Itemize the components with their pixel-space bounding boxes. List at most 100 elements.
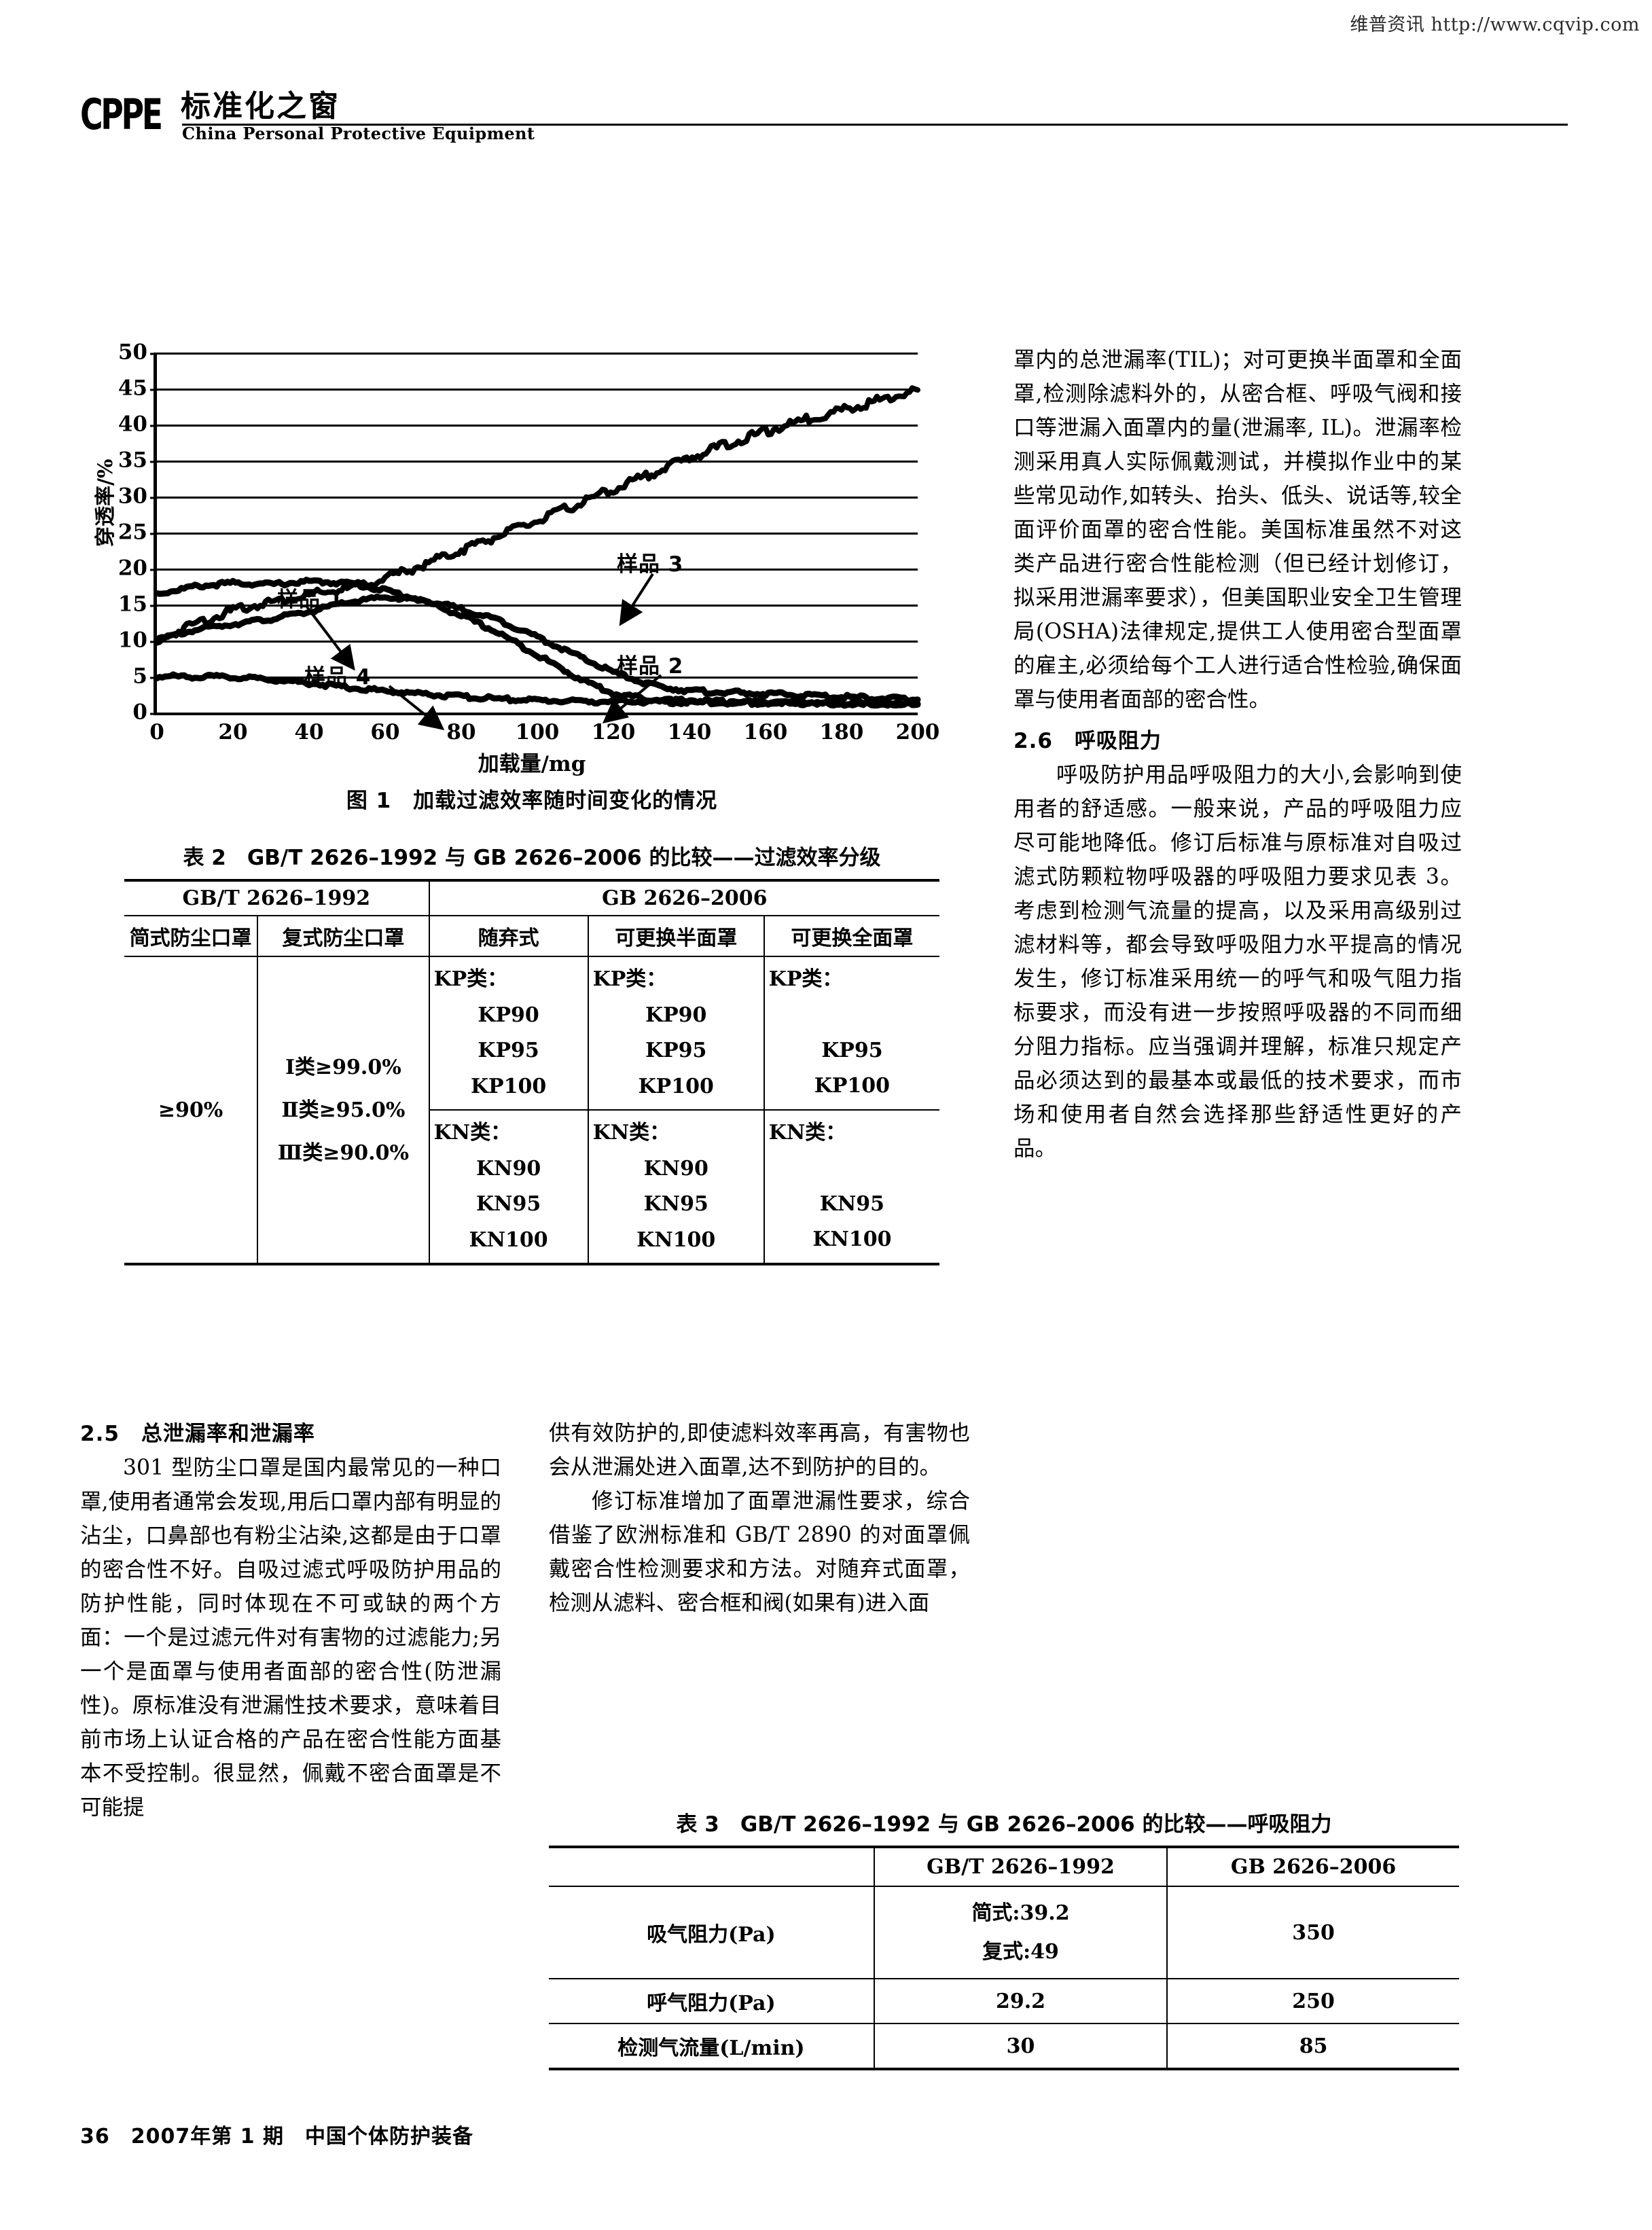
heading-2-6: 2.6 呼吸阻力 <box>1013 729 1162 753</box>
figure-1: 穿透率/% 0 5 10 15 20 25 30 35 40 45 50 0 20 40 60 80 100 12… <box>80 342 984 813</box>
table3-cell-exhale-old: 29.2 <box>873 1978 1168 2024</box>
table2-col-header-half-mask: 可更换半面罩 <box>587 915 765 957</box>
paragraph-s25-p2: 供有效防护的,即使滤料效率再高，有害物也会从泄漏处进入面罩,达不到防护的目的。 <box>549 1421 970 1479</box>
list-item: KN95 <box>643 1192 708 1216</box>
list-item: KP100 <box>470 1074 547 1098</box>
paragraph-s25-p1: 301 型防尘口罩是国内最常见的一种口罩,使用者通常会发现,用后口罩内部有明显的… <box>80 1456 501 1820</box>
table2-kp-header: KP类： <box>592 967 667 991</box>
table-2-title: 表 2 GB/T 2626–1992 与 GB 2626–2006 的比较——过… <box>183 846 881 870</box>
list-item: KP90 <box>645 1003 707 1027</box>
chart-y-tick: 50 <box>118 340 158 365</box>
table2-group-header-2006: GB 2626–2006 <box>428 879 939 916</box>
chart-gridline <box>157 569 918 571</box>
cppe-logo: CPPE <box>80 90 163 139</box>
table-row: 简式防尘口罩 复式防尘口罩 随弃式 可更换半面罩 可更换全面罩 <box>124 915 939 957</box>
chart-gridline <box>157 497 918 499</box>
paragraph-s25-p4: 罩内的总泄漏率(TIL)；对可更换半面罩和全面罩,检测除滤料外的，从密合框、呼吸… <box>1013 348 1462 712</box>
table3-inhale-old-compound: 复式:49 <box>982 1940 1059 1964</box>
table2-compound-values: Ⅰ类≥99.0% Ⅱ类≥95.0% Ⅲ类≥90.0% <box>257 956 430 1265</box>
chart-y-axis-label: 穿透率/% <box>94 458 118 547</box>
table2-class-1: Ⅰ类≥99.0% <box>285 1055 401 1079</box>
chart-x-axis-label: 加载量/mg <box>478 752 586 776</box>
chart-series-line <box>154 671 921 709</box>
chart-x-tick: 140 <box>667 720 712 744</box>
masthead: CPPE 标准化之窗 China Personal Protective Equ… <box>80 90 1568 144</box>
chart-annotation-sample3: 样品 3 <box>617 552 684 577</box>
chart-y-tick: 15 <box>118 592 158 617</box>
list-item: KP95 <box>645 1039 707 1062</box>
list-item: KP100 <box>814 1074 891 1098</box>
chart-y-tick: 30 <box>118 484 158 509</box>
left-column: 穿透率/% 0 5 10 15 20 25 30 35 40 45 50 0 20 40 60 80 100 12… <box>80 342 984 1265</box>
table2-group-header-1992: GB/T 2626–1992 <box>124 879 430 916</box>
chart-gridline <box>157 425 918 427</box>
chart-gridline <box>157 677 918 679</box>
table2-col-header-compound: 复式防尘口罩 <box>257 915 430 957</box>
paragraph-s26-p1: 呼吸防护用品呼吸阻力的大小,会影响到使用者的舒适感。一般来说，产品的呼吸阻力应尽… <box>1013 763 1462 1161</box>
page-footer: 36 2007年第 1 期 中国个体防护装备 <box>80 2125 474 2148</box>
chart-gridline <box>157 389 918 391</box>
table2-kp-header: KP类： <box>768 967 843 992</box>
table3-cell-inhale-new: 350 <box>1166 1886 1459 1979</box>
chart-x-tick: 200 <box>895 720 940 744</box>
list-item: KP95 <box>821 1038 883 1062</box>
table-3-block: 表 3 GB/T 2626–1992 与 GB 2626–2006 的比较——呼… <box>549 1807 1459 2070</box>
table3-cell-exhale-new: 250 <box>1166 1978 1459 2024</box>
table2-col-header-simple: 简式防尘口罩 <box>124 915 259 957</box>
chart-plot-area: 0 5 10 15 20 25 30 35 40 45 50 0 20 40 60 80 100 120 140 16… <box>118 342 940 743</box>
chart-x-tick: 80 <box>446 720 476 744</box>
chart-x-tick: 180 <box>819 720 864 744</box>
table3-inhale-old-simple: 简式:39.2 <box>971 1901 1070 1925</box>
list-item: KN95 <box>475 1192 541 1216</box>
chart-gridline <box>157 461 918 463</box>
table-row: ≥90% Ⅰ类≥99.0% Ⅱ类≥95.0% Ⅲ类≥90.0% KP类： KP9… <box>124 956 939 1265</box>
list-item: KP100 <box>638 1074 714 1098</box>
list-item: KN90 <box>643 1156 708 1181</box>
chart-y-tick: 5 <box>132 664 157 689</box>
chart-gridline <box>157 605 918 607</box>
list-item: KP90 <box>478 1003 539 1027</box>
table2-kn-header: KN类： <box>768 1121 846 1145</box>
heading-2-5: 2.5 总泄漏率和泄漏率 <box>80 1422 315 1446</box>
table2-kp-disposable: KP类： KP90 KP95 KP100 <box>428 956 589 1111</box>
chart-x-tick: 60 <box>370 720 400 744</box>
chart-annotation-sample1: 样品 1 <box>277 588 344 612</box>
figure-1-caption: 图 1 加载过滤效率随时间变化的情况 <box>346 789 718 813</box>
table-row: KN类： KN90 KN95 KN100 KN类： KN90 KN95 KN10… <box>124 1109 939 1265</box>
list-item: KN100 <box>469 1227 548 1252</box>
masthead-title-en: China Personal Protective Equipment <box>182 124 535 143</box>
table3-cell-flow-old: 30 <box>873 2023 1168 2070</box>
right-column: 罩内的总泄漏率(TIL)；对可更换半面罩和全面罩,检测除滤料外的，从密合框、呼吸… <box>1013 343 1462 1166</box>
chart-y-tick: 10 <box>118 628 158 653</box>
table2-kn-header: KN类： <box>592 1121 670 1145</box>
table-row: GB/T 2626–1992 GB 2626–2006 <box>549 1846 1459 1887</box>
list-item: KN95 <box>819 1191 885 1216</box>
chart-x-tick: 0 <box>149 720 164 744</box>
list-item: KP95 <box>478 1039 539 1062</box>
chart-top-border <box>157 353 918 355</box>
paragraph-s25-p3: 修订标准增加了面罩泄漏性要求，综合借鉴了欧洲标准和 GB/T 2890 的对面罩… <box>549 1489 970 1615</box>
lower-column-left: 2.5 总泄漏率和泄漏率 301 型防尘口罩是国内最常见的一种口罩,使用者通常会… <box>80 1416 501 1824</box>
chart-y-tick: 45 <box>118 376 158 401</box>
table-3-title: 表 3 GB/T 2626–1992 与 GB 2626–2006 的比较——呼… <box>676 1812 1332 1837</box>
chart-gridline <box>157 641 918 643</box>
masthead-title-cn: 标准化之窗 <box>181 89 340 124</box>
table-row: 检测气流量(L/min) 30 85 <box>549 2023 1459 2070</box>
table-row: GB/T 2626–1992 GB 2626–2006 <box>124 879 939 916</box>
chart-x-tick: 120 <box>591 720 636 744</box>
watermark-text: 维普资讯 http://www.cqvip.com <box>1350 14 1640 35</box>
table3-cell-flow-new: 85 <box>1166 2023 1459 2070</box>
chart-series-line <box>154 593 921 704</box>
table2-kp-full-mask: KP类： KP95 KP100 <box>763 956 939 1111</box>
chart-gridline <box>157 533 918 535</box>
table2-kn-half-mask: KN类： KN90 KN95 KN100 <box>587 1109 765 1265</box>
table-2-block: 表 2 GB/T 2626–1992 与 GB 2626–2006 的比较——过… <box>80 840 984 1265</box>
table2-kn-header: KN类： <box>433 1121 511 1145</box>
chart-series-svg <box>154 385 921 709</box>
table-2: GB/T 2626–1992 GB 2626–2006 简式防尘口罩 复式防尘口… <box>124 879 939 1265</box>
chart-x-tick: 160 <box>743 720 788 744</box>
table2-kn-full-mask: KN类： KN95 KN100 <box>763 1109 939 1265</box>
chart-series-line <box>154 385 920 643</box>
table2-col-header-full-mask: 可更换全面罩 <box>763 915 939 957</box>
